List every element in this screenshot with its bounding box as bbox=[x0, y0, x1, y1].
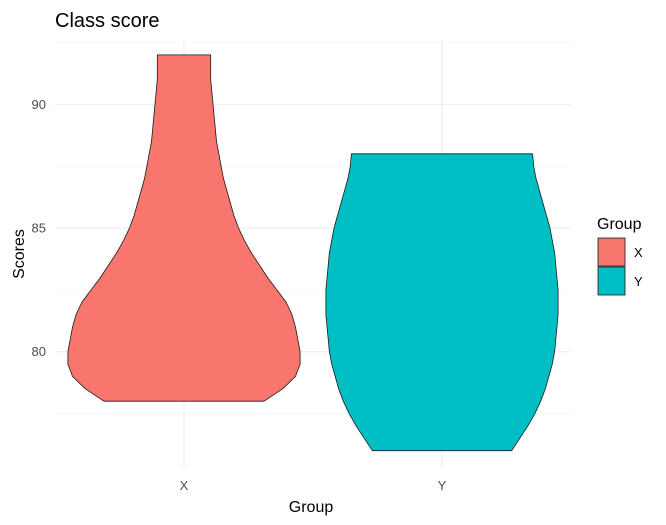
y-tick-label: 90 bbox=[32, 97, 46, 112]
violin-x bbox=[67, 54, 301, 402]
x-tick-label: Y bbox=[438, 478, 447, 493]
y-tick-label: 85 bbox=[32, 221, 46, 236]
y-tick-label: 80 bbox=[32, 344, 46, 359]
violins bbox=[67, 54, 559, 452]
x-axis-title: Group bbox=[289, 499, 334, 516]
y-axis-ticks: 80 85 90 bbox=[32, 97, 46, 359]
y-axis-title: Scores bbox=[11, 229, 28, 279]
legend-key-x bbox=[597, 237, 626, 267]
legend-label-x: X bbox=[634, 245, 643, 260]
legend: Group XY bbox=[597, 216, 643, 296]
x-tick-label: X bbox=[180, 478, 189, 493]
violin-y bbox=[325, 153, 559, 452]
legend-key-y bbox=[597, 266, 626, 296]
legend-title: Group bbox=[597, 216, 642, 233]
chart-title: Class score bbox=[55, 10, 159, 32]
legend-label-y: Y bbox=[634, 274, 643, 289]
